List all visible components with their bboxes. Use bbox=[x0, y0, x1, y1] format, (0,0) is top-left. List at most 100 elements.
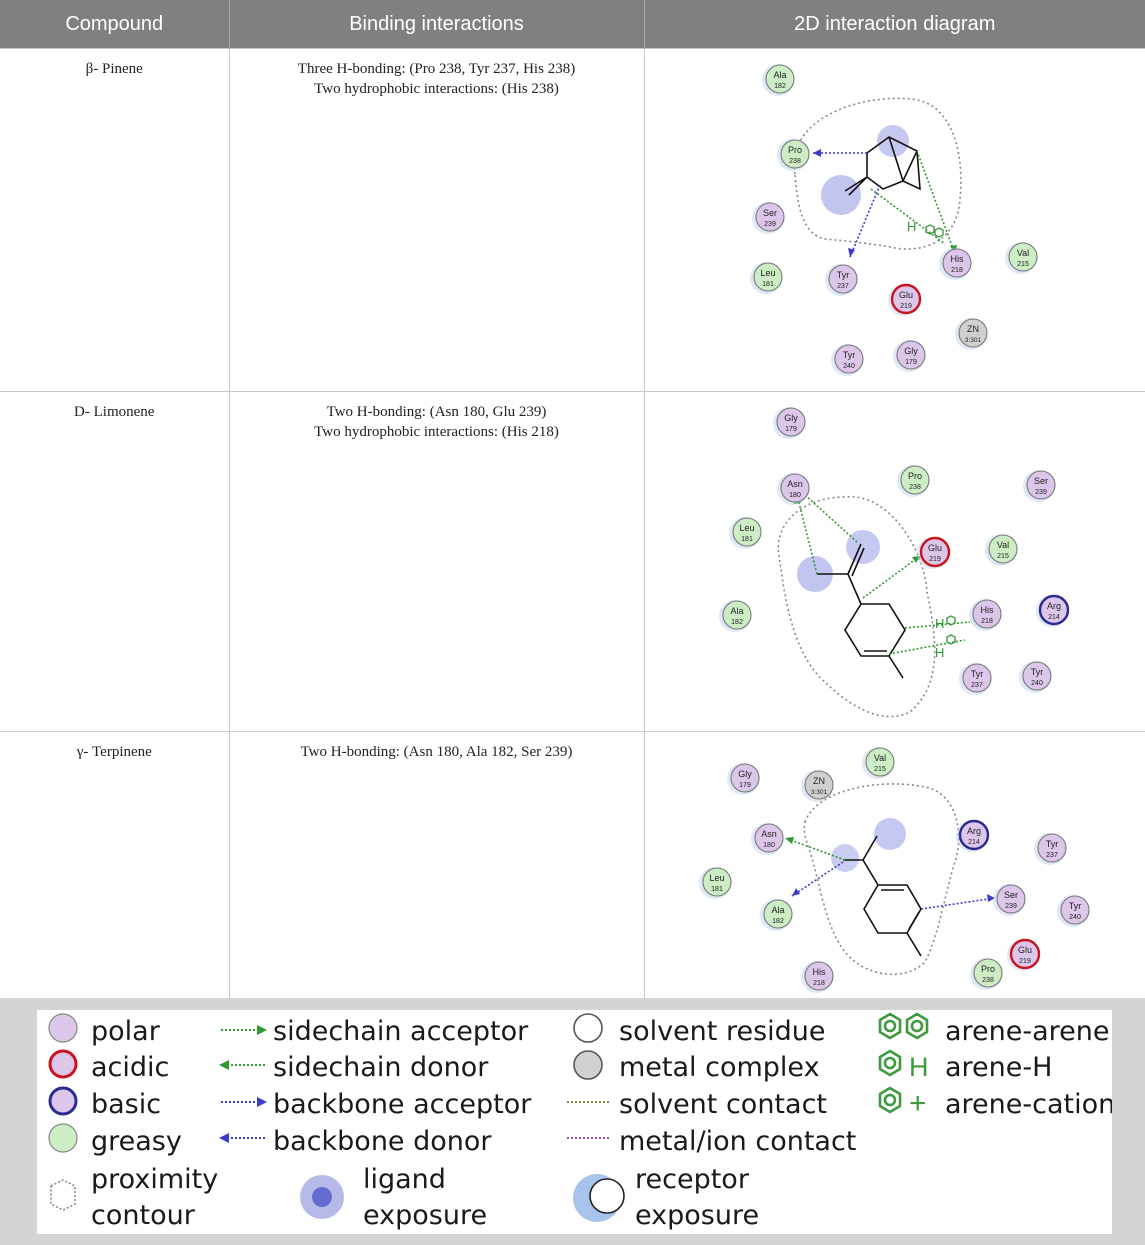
compound-name: β- Pinene bbox=[0, 49, 229, 79]
residue-name: Leu bbox=[760, 268, 775, 278]
residue-name: ZN bbox=[813, 776, 825, 786]
residue-name: Pro bbox=[908, 471, 922, 481]
residue-number: 218 bbox=[981, 618, 993, 625]
residue-tyr-240: Tyr 240 bbox=[831, 344, 863, 376]
residue-number: 182 bbox=[774, 83, 786, 90]
residue-gly-179: Gly 179 bbox=[773, 407, 805, 439]
residue-ala-182: Ala 182 bbox=[762, 64, 794, 96]
residue-name: Glu bbox=[1018, 945, 1032, 955]
residue-number: 181 bbox=[711, 886, 723, 893]
arene-arene-icon bbox=[880, 1014, 927, 1038]
legend-acidic: acidic bbox=[91, 1052, 169, 1083]
residue-number: 181 bbox=[762, 281, 774, 288]
residue-name: Ala bbox=[773, 70, 786, 80]
legend-basic: basic bbox=[91, 1089, 161, 1120]
arrowhead bbox=[257, 1097, 267, 1107]
residue-name: Tyr bbox=[1046, 839, 1059, 849]
legend-receptor-exposure: exposure bbox=[635, 1200, 759, 1231]
residue-number: 239 bbox=[1035, 489, 1047, 496]
residue-name: Ser bbox=[1034, 476, 1048, 486]
residue-number: 219 bbox=[900, 303, 912, 310]
residue-number: 180 bbox=[789, 492, 801, 499]
acidic-swatch-icon bbox=[50, 1051, 76, 1077]
arrowhead bbox=[219, 1133, 229, 1143]
residue-number: 218 bbox=[951, 267, 963, 274]
ligand-exposure bbox=[846, 530, 880, 564]
arene-h-symbol: H bbox=[909, 1052, 929, 1082]
residue-name: Leu bbox=[709, 873, 724, 883]
ligand-exposure-core bbox=[312, 1187, 332, 1207]
residue-tyr-240: Tyr 240 bbox=[1057, 895, 1089, 927]
arene-h-label: H bbox=[935, 616, 944, 631]
residue-ala-182: Ala 182 bbox=[719, 600, 751, 632]
residue-number: 180 bbox=[763, 842, 775, 849]
interaction-line: Two H-bonding: (Asn 180, Ala 182, Ser 23… bbox=[230, 742, 644, 762]
residue-name: Val bbox=[1017, 248, 1029, 258]
proximity-contour-icon bbox=[51, 1180, 75, 1210]
diagram-cell: H Ala 182 Pro 238 Ser 239 Leu 181 Tyr 237 His 218 Va… bbox=[644, 49, 1145, 392]
residue-arg-214: Arg 214 bbox=[1036, 595, 1068, 627]
legend-metal-complex: metal complex bbox=[619, 1052, 820, 1083]
table-row: γ- Terpinene Two H-bonding: (Asn 180, Al… bbox=[0, 732, 1145, 1013]
residue-name: Val bbox=[997, 540, 1009, 550]
legend-backbone-acceptor: backbone acceptor bbox=[273, 1089, 532, 1120]
residue-asn-180: Asn 180 bbox=[751, 823, 783, 855]
legend-solvent-residue: solvent residue bbox=[619, 1016, 826, 1047]
diagram-cell: Gly 179 ZN 3:301 Val 215 Asn 180 Arg 214 Tyr 237 Leu… bbox=[644, 732, 1145, 1013]
arene-cation-icon bbox=[880, 1088, 900, 1112]
residue-number: 215 bbox=[1017, 261, 1029, 268]
legend-ligand: ligand bbox=[363, 1164, 446, 1195]
residue-name: Pro bbox=[788, 145, 802, 155]
header-compound: Compound bbox=[0, 0, 229, 49]
residue-gly-179: Gly 179 bbox=[727, 763, 759, 795]
residue-tyr-237: Tyr 237 bbox=[825, 264, 857, 296]
residue-val-215: Val 215 bbox=[985, 534, 1017, 566]
ligand-exposure bbox=[821, 175, 861, 215]
interaction-diagram-limonene: H H Gly179Asn180Pro238Ser239Leu181Glu219… bbox=[645, 392, 1145, 726]
residue-number: 179 bbox=[785, 426, 797, 433]
residue-name: Ala bbox=[730, 606, 743, 616]
receptor-exposure-icon bbox=[590, 1179, 624, 1213]
legend-sidechain-donor: sidechain donor bbox=[273, 1052, 489, 1083]
residue-name: Glu bbox=[899, 290, 913, 300]
residue-asn-180: Asn 180 bbox=[777, 473, 809, 505]
header-2d-diagram: 2D interaction diagram bbox=[644, 0, 1145, 49]
legend-contour: contour bbox=[91, 1200, 196, 1231]
residue-name: ZN bbox=[967, 324, 979, 334]
residue-number: 218 bbox=[813, 980, 825, 987]
residue-his-218: His 218 bbox=[969, 599, 1001, 631]
compound-name: γ- Terpinene bbox=[0, 732, 229, 762]
residue-number: 240 bbox=[1031, 680, 1043, 687]
arrowhead bbox=[257, 1025, 267, 1035]
residue-number: 240 bbox=[1069, 914, 1081, 921]
residue-glu-219: Glu 219 bbox=[888, 284, 920, 316]
legend-receptor: receptor bbox=[635, 1164, 750, 1195]
arene-cation-symbol: + bbox=[909, 1087, 927, 1120]
residue-arg-214: Arg 214 bbox=[956, 820, 988, 852]
residue-ala-182: Ala 182 bbox=[760, 899, 792, 931]
residue-name: Asn bbox=[761, 829, 777, 839]
residue-number: 237 bbox=[1046, 852, 1058, 859]
residue-number: 238 bbox=[982, 977, 994, 984]
residue-number: 179 bbox=[739, 782, 751, 789]
interactions-cell: Two H-bonding: (Asn 180, Ala 182, Ser 23… bbox=[229, 732, 644, 1013]
legend-arene-cation: arene-cation bbox=[945, 1089, 1112, 1120]
residue-name: Pro bbox=[981, 964, 995, 974]
legend-polar: polar bbox=[91, 1016, 161, 1047]
arene-h-label: H bbox=[907, 219, 916, 234]
residue-number: 239 bbox=[1005, 903, 1017, 910]
residue-number: 237 bbox=[971, 682, 983, 689]
interactions-cell: Three H-bonding: (Pro 238, Tyr 237, His … bbox=[229, 49, 644, 392]
residue-number: 214 bbox=[968, 839, 980, 846]
compound-name: D- Limonene bbox=[0, 392, 229, 422]
residue-number: 240 bbox=[843, 363, 855, 370]
residue-number: 182 bbox=[772, 918, 784, 925]
ligand-exposure bbox=[874, 818, 906, 850]
residue-number: 219 bbox=[929, 556, 941, 563]
legend-arene-h: arene-H bbox=[945, 1052, 1052, 1083]
residue-number: 181 bbox=[741, 536, 753, 543]
interaction-diagram-terpinene: Gly179 ZN3:301Val215Asn180Arg214 Tyr237Leu… bbox=[645, 732, 1145, 1007]
interaction-line: Two hydrophobic interactions: (His 238) bbox=[230, 79, 644, 99]
residue-name: Tyr bbox=[843, 350, 856, 360]
legend-sidechain-acceptor: sidechain acceptor bbox=[273, 1016, 529, 1047]
